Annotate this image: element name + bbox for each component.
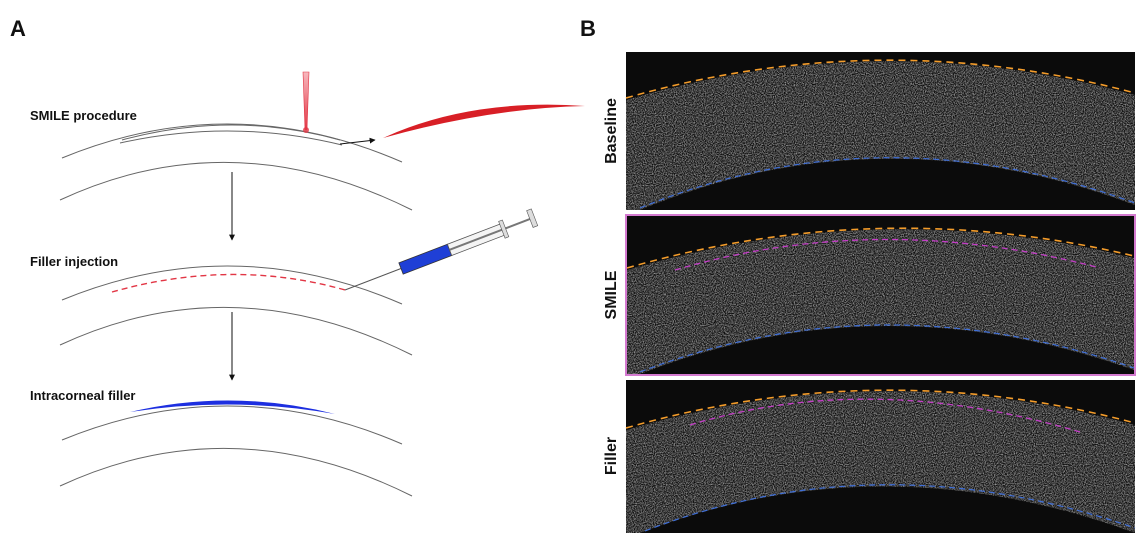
image-label: SMILE [603,270,620,319]
image-label: Baseline [603,98,620,164]
cornea-diagram [59,71,585,241]
cornea-diagram [59,400,413,497]
step-label: SMILE procedure [30,108,137,123]
panel-label: A [10,16,26,41]
oct-image [625,52,1136,211]
oct-image [625,214,1136,376]
step-label: Intracorneal filler [30,388,135,403]
cornea-diagram [59,208,539,381]
step-label: Filler injection [30,254,118,269]
image-label: Filler [603,437,620,475]
panel-label: B [580,16,596,41]
oct-image [625,380,1136,533]
